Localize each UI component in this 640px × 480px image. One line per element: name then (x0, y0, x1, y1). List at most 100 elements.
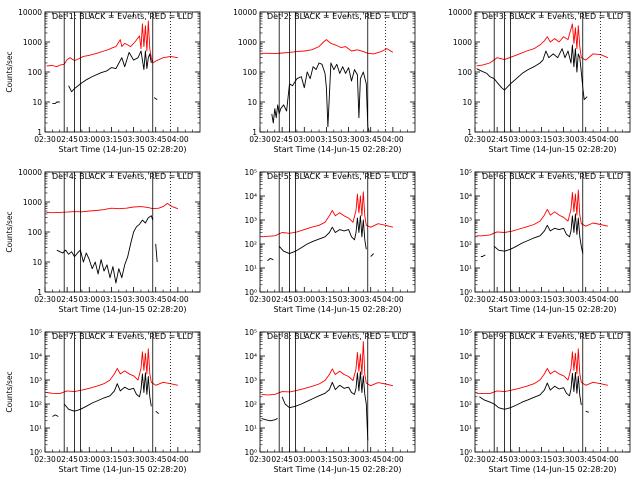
x-tick-label: 03:00 (78, 135, 100, 144)
y-tick-label: 10³ (244, 376, 257, 385)
x-tick-label: 04:00 (167, 135, 189, 144)
panel-title: Det 2: BLACK = Events, RED = LLD (267, 12, 408, 21)
x-tick-label: 03:00 (508, 135, 530, 144)
x-tick-label: 04:00 (167, 455, 189, 464)
lld-series-line (46, 348, 178, 395)
y-tick-label: 10000 (233, 8, 257, 17)
events-series-line (271, 62, 370, 132)
x-tick-label: 03:00 (78, 455, 100, 464)
y-tick-label: 10³ (244, 216, 257, 225)
events-series-line (155, 243, 158, 263)
x-tick-label: 03:45 (145, 455, 167, 464)
detector-panel-4: Det 4: BLACK = Events, RED = LLD 1 10 100 10… (5, 168, 201, 314)
y-tick-label: 10⁴ (244, 352, 257, 361)
lld-series-line (46, 202, 179, 214)
y-tick-label: 10000 (18, 168, 42, 177)
x-tick-label: 03:15 (316, 295, 338, 304)
x-tick-label: 04:00 (382, 295, 404, 304)
x-axis-label: Start Time (14-Jun-15 02:28:20) (59, 305, 187, 314)
x-tick-label: 03:15 (531, 135, 553, 144)
panel-title: Det 8: BLACK = Events, RED = LLD (267, 332, 408, 341)
y-tick-label: 100 (458, 68, 473, 77)
y-tick-label: 10³ (29, 376, 42, 385)
x-tick-label: 03:45 (360, 455, 382, 464)
y-tick-label: 10⁴ (459, 352, 472, 361)
series-group (261, 341, 394, 441)
x-axis-label: Start Time (14-Jun-15 02:28:20) (489, 305, 617, 314)
y-tick-label: 10⁵ (459, 328, 472, 337)
series-group (476, 189, 609, 257)
y-tick-label: 10³ (459, 376, 472, 385)
events-series-line (479, 371, 582, 410)
y-tick-label: 10² (244, 240, 257, 249)
y-tick-label: 10000 (18, 8, 42, 17)
events-series-line (155, 410, 159, 414)
x-tick-label: 02:45 (486, 455, 508, 464)
x-tick-label: 03:15 (101, 455, 123, 464)
plot-frame (44, 331, 201, 453)
plot-frame (259, 331, 416, 453)
y-tick-label: 10⁴ (29, 352, 42, 361)
lld-series-line (261, 191, 394, 238)
events-series-line (52, 414, 59, 417)
x-tick-label: 03:30 (123, 135, 145, 144)
x-tick-label: 03:15 (531, 455, 553, 464)
panel-title: Det 6: BLACK = Events, RED = LLD (482, 172, 623, 181)
y-tick-label: 10¹ (459, 264, 472, 273)
y-tick-label: 10⁵ (29, 328, 42, 337)
x-tick-label: 03:00 (508, 295, 530, 304)
x-axis-label: Start Time (14-Jun-15 02:28:20) (59, 465, 187, 474)
y-tick-label: 10⁵ (244, 168, 257, 177)
y-tick-label: 10⁵ (244, 328, 257, 337)
y-tick-label: 10³ (459, 216, 472, 225)
x-axis-label: Start Time (14-Jun-15 02:28:20) (274, 305, 402, 314)
x-tick-label: 04:00 (597, 455, 619, 464)
detector-panel-8: Det 8: BLACK = Events, RED = LLD 10⁰ 10¹ 10… (244, 328, 416, 474)
detector-panel-2: Det 2: BLACK = Events, RED = LLD 1 10 100 10… (233, 8, 416, 154)
lld-series-line (261, 341, 394, 396)
series-group (46, 20, 178, 104)
y-tick-label: 1 (37, 288, 42, 297)
y-axis-label: Counts/sec (5, 371, 14, 412)
events-series-line (476, 44, 588, 101)
x-tick-label: 03:45 (145, 295, 167, 304)
y-tick-label: 10² (29, 400, 42, 409)
y-tick-label: 1000 (453, 38, 472, 47)
y-tick-label: 100 (28, 68, 43, 77)
x-tick-label: 03:00 (508, 455, 530, 464)
y-tick-label: 1000 (238, 38, 257, 47)
x-tick-label: 02:30 (34, 295, 56, 304)
events-series-line (585, 410, 589, 413)
x-tick-label: 03:30 (553, 135, 575, 144)
detector-panel-3: Det 3: BLACK = Events, RED = LLD 1 10 100 10… (448, 8, 631, 154)
events-series-line (480, 254, 486, 257)
x-tick-label: 04:00 (382, 135, 404, 144)
y-tick-label: 10¹ (29, 424, 42, 433)
detector-panel-1: Det 1: BLACK = Events, RED = LLD 1 10 100 10… (5, 8, 201, 154)
x-tick-label: 03:00 (293, 455, 315, 464)
y-tick-label: 10⁴ (459, 192, 472, 201)
detector-panel-7: Det 7: BLACK = Events, RED = LLD 10⁰ 10¹ 10… (5, 328, 201, 474)
y-tick-label: 1 (37, 128, 42, 137)
x-tick-label: 04:00 (167, 295, 189, 304)
events-series-line (153, 97, 158, 100)
y-tick-label: 10⁵ (459, 168, 472, 177)
y-tick-label: 10¹ (244, 264, 257, 273)
y-tick-label: 10⁰ (29, 448, 42, 457)
x-axis-label: Start Time (14-Jun-15 02:28:20) (59, 145, 187, 154)
lld-series-line (476, 348, 608, 395)
events-series-line (68, 50, 152, 93)
events-series-line (278, 215, 367, 255)
x-tick-label: 03:45 (145, 135, 167, 144)
events-series-line (56, 215, 154, 284)
x-tick-label: 02:45 (56, 455, 78, 464)
x-tick-label: 03:45 (360, 135, 382, 144)
x-tick-label: 03:45 (575, 295, 597, 304)
x-tick-label: 03:30 (338, 455, 360, 464)
x-axis-label: Start Time (14-Jun-15 02:28:20) (274, 145, 402, 154)
x-tick-label: 02:30 (464, 295, 486, 304)
x-tick-label: 03:30 (338, 295, 360, 304)
plot-frame (259, 171, 416, 293)
x-tick-label: 03:45 (575, 455, 597, 464)
